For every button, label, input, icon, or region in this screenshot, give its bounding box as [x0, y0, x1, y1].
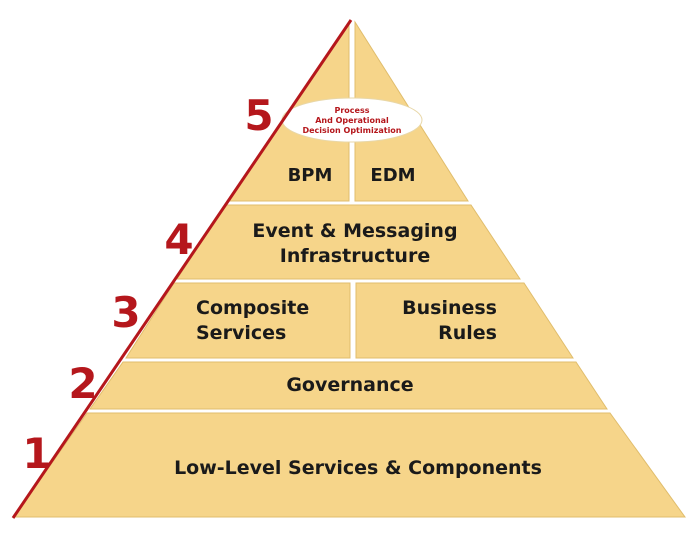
oval-line2: And Operational: [315, 116, 389, 125]
tier-3-right-line2: Rules: [438, 322, 497, 344]
tier-3-right-line1: Business: [402, 297, 497, 319]
oval-line1: Process: [335, 106, 370, 115]
tier-2-label: Governance: [286, 374, 413, 396]
tier-3-left-line2: Services: [196, 322, 286, 344]
tier-2-block: [89, 361, 608, 410]
tier-4-line1: Event & Messaging: [252, 220, 457, 242]
level-number-5: 5: [244, 91, 273, 140]
tier-3-right-block: [355, 282, 574, 359]
tier-1-label: Low-Level Services & Components: [174, 457, 542, 479]
oval-line3: Decision Optimization: [302, 126, 401, 135]
tier-5-left-label: BPM: [288, 165, 333, 186]
tier-3-left-block: [125, 282, 351, 359]
left-edge-line: [11, 19, 353, 519]
level-number-3: 3: [111, 288, 140, 337]
level-number-2: 2: [68, 359, 97, 408]
tier-5-right-label: EDM: [370, 165, 415, 186]
tier-3-left-line1: Composite: [196, 297, 309, 319]
level-number-1: 1: [22, 429, 51, 478]
level-number-4: 4: [164, 215, 193, 264]
tier-4-line2: Infrastructure: [280, 245, 430, 267]
tier-4-block: [176, 204, 521, 280]
